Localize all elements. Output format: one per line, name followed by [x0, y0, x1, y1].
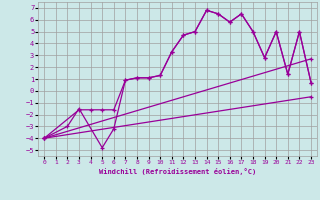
- X-axis label: Windchill (Refroidissement éolien,°C): Windchill (Refroidissement éolien,°C): [99, 168, 256, 175]
